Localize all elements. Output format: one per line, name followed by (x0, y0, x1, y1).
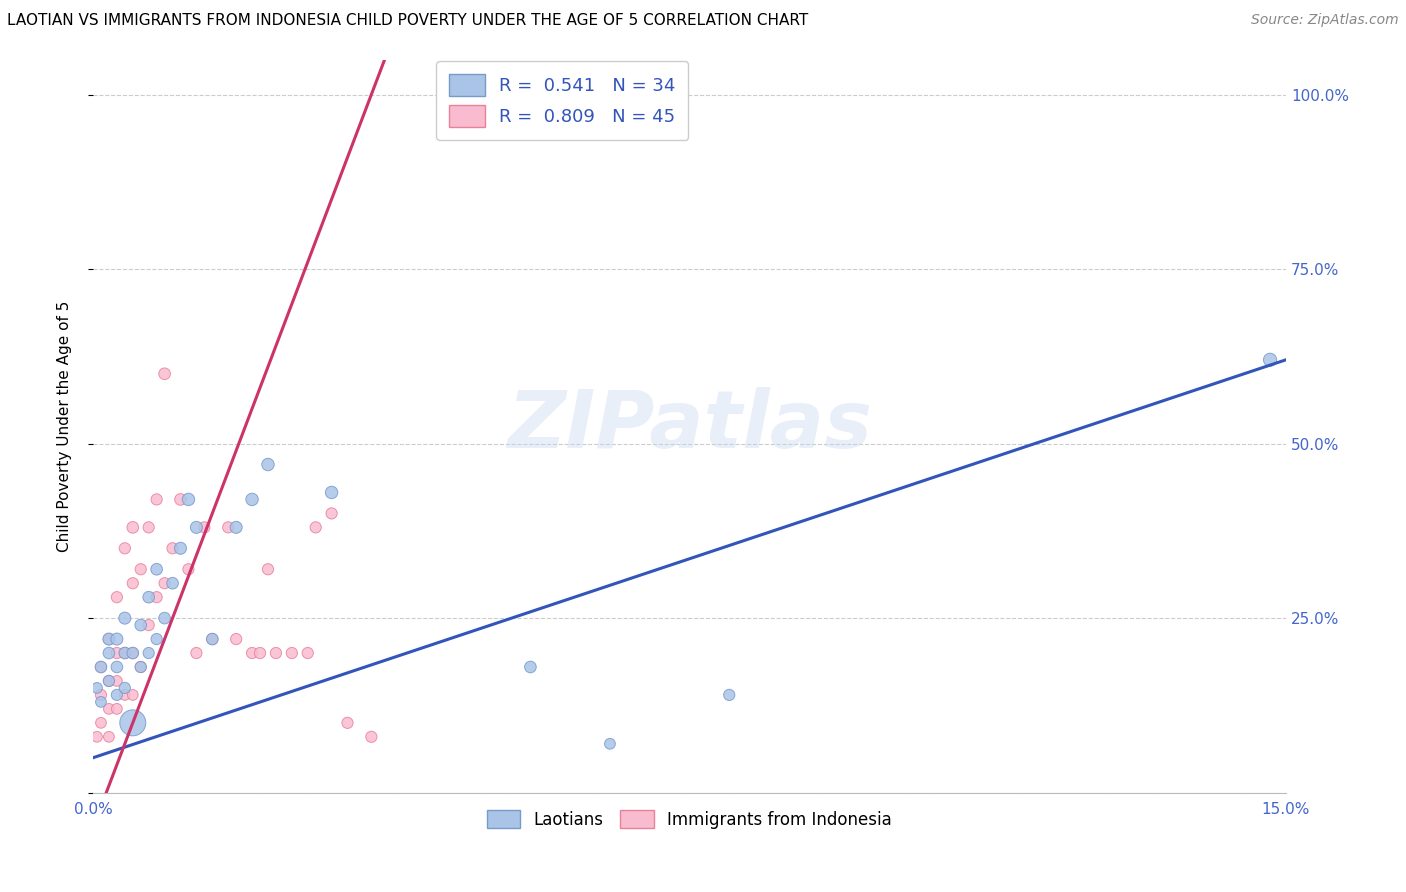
Point (121, 520, 143, 534)
Point (114, 646, 136, 660)
Point (129, 660, 152, 674)
Point (105, 702, 128, 716)
Point (90, 688, 112, 702)
Point (90, 660, 112, 674)
Point (599, 737, 621, 751)
Point (145, 492, 167, 507)
Point (240, 492, 263, 507)
Text: Source: ZipAtlas.com: Source: ZipAtlas.com (1251, 13, 1399, 28)
Point (90, 695, 112, 709)
Point (162, 576, 184, 591)
Point (105, 590, 128, 604)
Point (257, 458, 280, 472)
Point (138, 590, 160, 604)
Point (121, 646, 143, 660)
Point (121, 715, 143, 730)
Point (114, 646, 136, 660)
Point (97, 730, 120, 744)
Point (225, 520, 247, 534)
Point (114, 611, 136, 625)
Point (257, 562, 280, 576)
Point (264, 646, 287, 660)
Point (97, 632, 120, 646)
Point (105, 688, 128, 702)
Point (193, 520, 215, 534)
Point (201, 632, 224, 646)
Point (90, 660, 112, 674)
Point (297, 646, 319, 660)
Point (519, 660, 541, 674)
Point (86, 730, 108, 744)
Legend: Laotians, Immigrants from Indonesia: Laotians, Immigrants from Indonesia (481, 804, 898, 836)
Point (177, 562, 200, 576)
Point (225, 632, 247, 646)
Text: ZIPatlas: ZIPatlas (508, 387, 872, 465)
Text: LAOTIAN VS IMMIGRANTS FROM INDONESIA CHILD POVERTY UNDER THE AGE OF 5 CORRELATIO: LAOTIAN VS IMMIGRANTS FROM INDONESIA CHI… (7, 13, 808, 29)
Point (121, 688, 143, 702)
Point (305, 520, 328, 534)
Point (121, 646, 143, 660)
Point (105, 632, 128, 646)
Point (169, 492, 191, 507)
Point (321, 485, 343, 500)
Point (114, 681, 136, 695)
Point (105, 673, 128, 688)
Point (153, 576, 176, 591)
Point (97, 673, 120, 688)
Point (129, 660, 152, 674)
Point (105, 646, 128, 660)
Point (321, 507, 343, 521)
Point (718, 688, 741, 702)
Point (86, 681, 108, 695)
Point (153, 367, 176, 381)
Point (90, 715, 112, 730)
Point (249, 646, 271, 660)
Point (105, 660, 128, 674)
Point (97, 702, 120, 716)
Point (129, 618, 152, 632)
Y-axis label: Child Poverty Under the Age of 5: Child Poverty Under the Age of 5 (58, 301, 72, 552)
Point (114, 541, 136, 556)
Point (186, 520, 208, 534)
Point (240, 646, 263, 660)
Point (114, 688, 136, 702)
Point (169, 541, 191, 556)
Point (138, 520, 160, 534)
Point (1258, 352, 1281, 367)
Point (145, 590, 167, 604)
Point (201, 632, 224, 646)
Point (129, 562, 152, 576)
Point (360, 730, 382, 744)
Point (121, 576, 143, 591)
Point (217, 520, 239, 534)
Point (138, 618, 160, 632)
Point (186, 646, 208, 660)
Point (153, 611, 176, 625)
Point (138, 646, 160, 660)
Point (97, 632, 120, 646)
Point (177, 492, 200, 507)
Point (281, 646, 304, 660)
Point (162, 541, 184, 556)
Point (97, 646, 120, 660)
Point (97, 673, 120, 688)
Point (336, 715, 359, 730)
Point (145, 562, 167, 576)
Point (145, 632, 167, 646)
